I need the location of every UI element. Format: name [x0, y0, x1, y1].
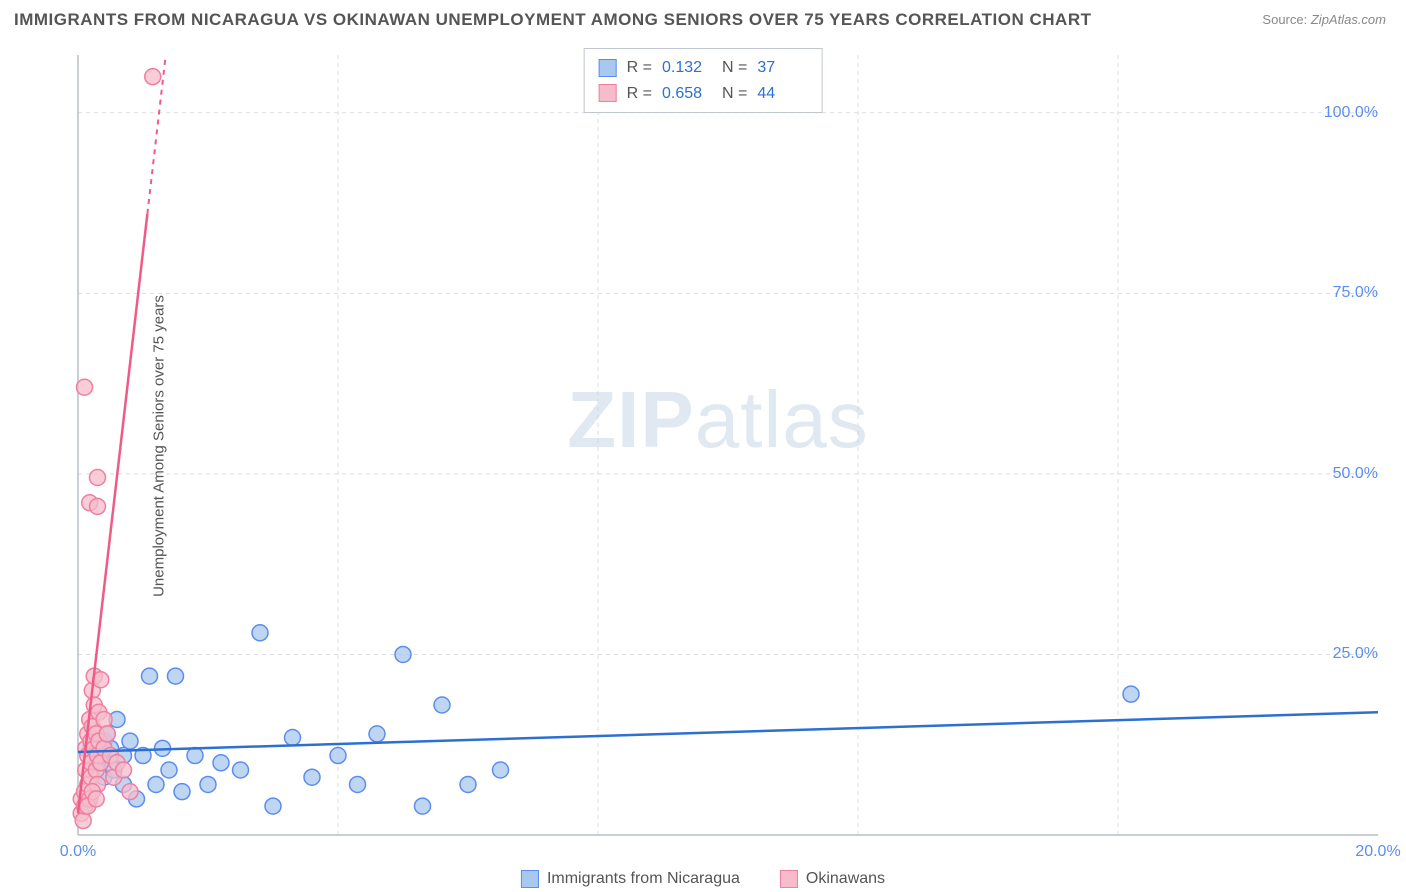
scatter-plot-svg — [48, 45, 1388, 860]
x-tick-label: 0.0% — [60, 843, 96, 861]
r-label: R = — [627, 81, 652, 107]
bottom-legend: Immigrants from Nicaragua Okinawans — [521, 870, 885, 888]
y-tick-label: 100.0% — [1324, 104, 1378, 122]
r-label: R = — [627, 55, 652, 81]
legend-item-2: Okinawans — [780, 870, 885, 888]
swatch-series-1-bottom — [521, 870, 539, 888]
swatch-series-1 — [599, 59, 617, 77]
source-prefix: Source: — [1262, 12, 1307, 27]
chart-area: ZIPatlas 25.0%50.0%75.0%100.0% 0.0%20.0% — [48, 45, 1388, 860]
legend-label-1: Immigrants from Nicaragua — [547, 870, 740, 888]
n-value-2: 44 — [757, 81, 807, 107]
r-value-2: 0.658 — [662, 81, 712, 107]
legend-item-1: Immigrants from Nicaragua — [521, 870, 740, 888]
swatch-series-2 — [599, 84, 617, 102]
stats-row-series-2: R = 0.658 N = 44 — [599, 81, 808, 107]
n-value-1: 37 — [757, 55, 807, 81]
stats-legend: R = 0.132 N = 37 R = 0.658 N = 44 — [584, 48, 823, 113]
swatch-series-2-bottom — [780, 870, 798, 888]
y-tick-label: 75.0% — [1333, 284, 1378, 302]
y-tick-label: 50.0% — [1333, 465, 1378, 483]
y-tick-label: 25.0% — [1333, 645, 1378, 663]
chart-title: IMMIGRANTS FROM NICARAGUA VS OKINAWAN UN… — [14, 10, 1092, 30]
x-tick-label: 20.0% — [1355, 843, 1400, 861]
r-value-1: 0.132 — [662, 55, 712, 81]
source-attribution: Source: ZipAtlas.com — [1262, 12, 1386, 27]
n-label: N = — [722, 81, 747, 107]
legend-label-2: Okinawans — [806, 870, 885, 888]
n-label: N = — [722, 55, 747, 81]
stats-row-series-1: R = 0.132 N = 37 — [599, 55, 808, 81]
source-name: ZipAtlas.com — [1311, 12, 1386, 27]
